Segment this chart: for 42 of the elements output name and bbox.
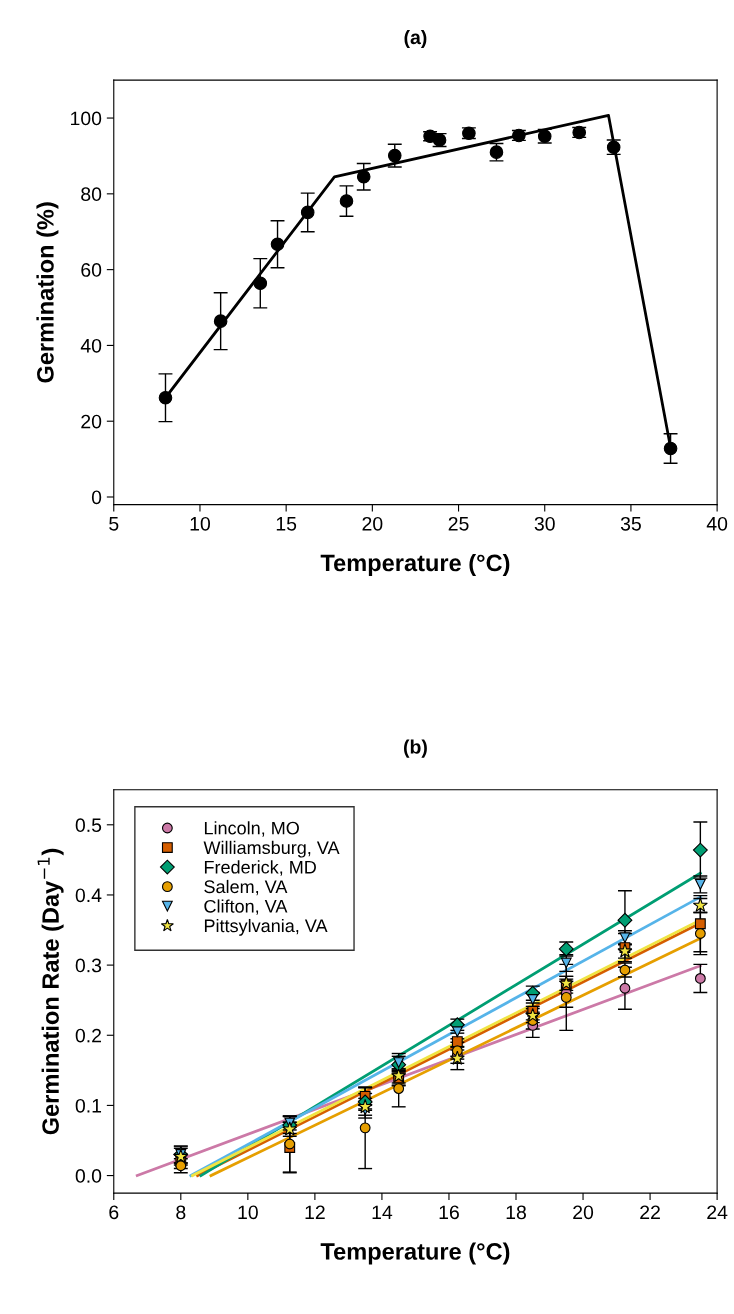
y-tick-label: 0.1 <box>75 1098 102 1113</box>
legend-label: Lincoln, MO <box>204 821 299 837</box>
legend-label: Salem, VA <box>204 879 288 896</box>
y-tick-label: 100 <box>71 111 102 126</box>
y-tick-label: 0.4 <box>75 888 102 903</box>
legend-label: Williamsburg, VA <box>203 840 340 858</box>
x-tick-label: 5 <box>109 517 119 531</box>
y-tick-label: 0.3 <box>75 958 102 973</box>
legend-label: Clifton, VA <box>204 899 288 915</box>
chart-title: (a) <box>404 29 427 49</box>
y-axis-title: Germination Rate (Day$^{−1}$) <box>37 848 64 1135</box>
x-axis-title: Temperature (°C) <box>320 553 510 576</box>
chart-title: (b) <box>404 739 427 758</box>
x-tick-label: 18 <box>506 1205 526 1220</box>
x-tick-label: 22 <box>640 1205 660 1220</box>
y-axis-title: Germination (%) <box>36 202 59 383</box>
y-tick-label: 0 <box>91 490 102 505</box>
x-axis-title: Temperature (°C) <box>320 1242 510 1265</box>
x-tick-label: 6 <box>109 1205 119 1220</box>
y-tick-label: 0.0 <box>75 1169 102 1183</box>
x-tick-label: 10 <box>238 1205 258 1220</box>
x-tick-label: 40 <box>706 516 728 531</box>
x-tick-label: 24 <box>707 1205 728 1220</box>
y-tick-label: 80 <box>81 187 102 202</box>
x-tick-label: 30 <box>534 516 555 531</box>
x-tick-label: 10 <box>190 516 211 531</box>
x-tick-label: 8 <box>176 1205 186 1220</box>
y-tick-label: 0.5 <box>75 818 102 833</box>
y-tick-label: 40 <box>80 338 102 353</box>
x-tick-label: 16 <box>439 1205 459 1220</box>
x-tick-label: 14 <box>372 1205 393 1220</box>
x-tick-label: 35 <box>620 516 641 531</box>
y-tick-label: 0.2 <box>75 1028 101 1043</box>
x-tick-label: 12 <box>305 1205 325 1220</box>
y-tick-label: 60 <box>81 263 102 277</box>
y-tick-label: 20 <box>81 414 102 429</box>
x-tick-label: 25 <box>448 516 469 531</box>
legend-label: Pittsylvania, VA <box>204 918 328 936</box>
x-tick-label: 15 <box>276 517 297 531</box>
legend-label: Frederick, MD <box>204 860 316 876</box>
x-tick-label: 20 <box>362 516 383 531</box>
x-tick-label: 20 <box>573 1205 594 1220</box>
